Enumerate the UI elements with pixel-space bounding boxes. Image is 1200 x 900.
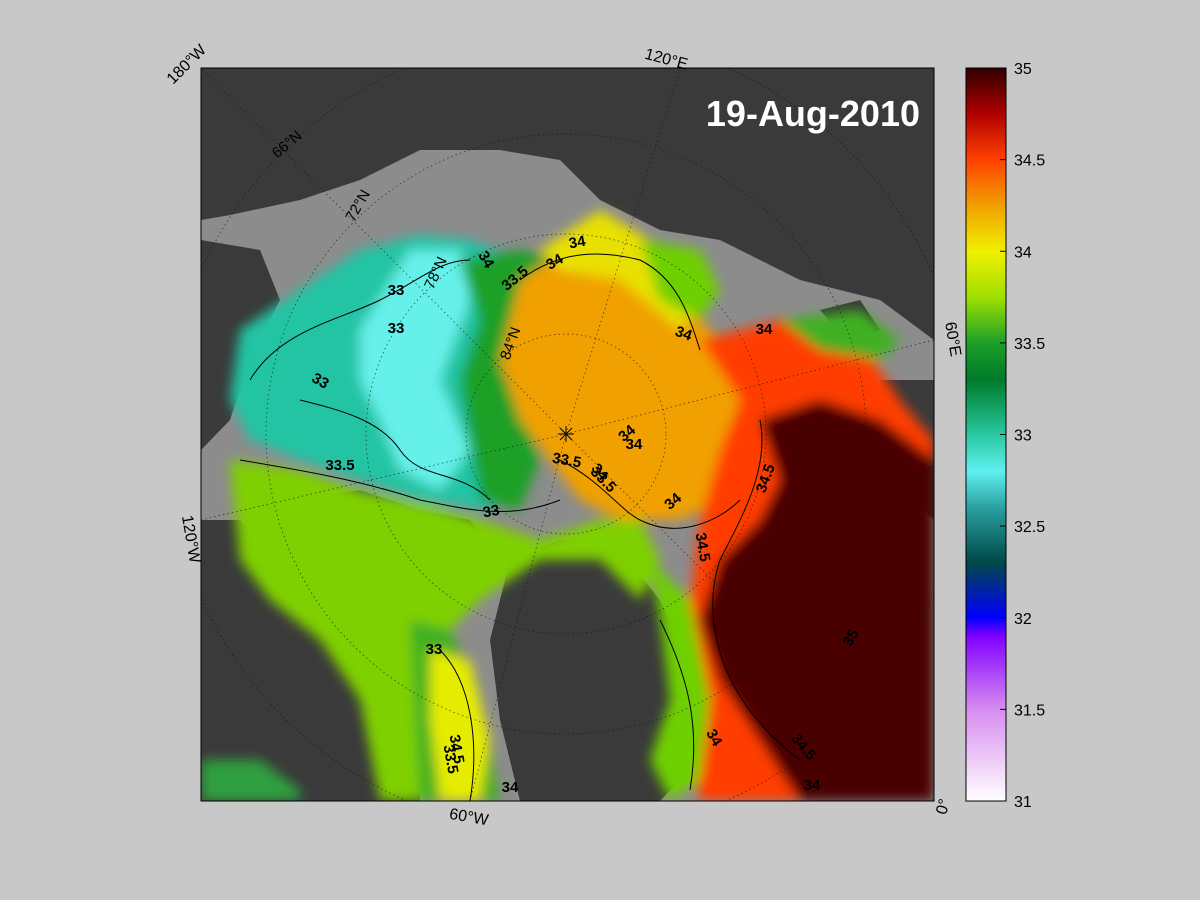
contour-34-5 (712, 419, 801, 761)
contour-label: 35 (840, 626, 863, 649)
colorbar-gradient (965, 67, 1007, 802)
date-label: 19-Aug-2010 (706, 93, 920, 134)
contour-33 (249, 259, 471, 381)
contour-label: 33 (426, 641, 443, 658)
contour-lines (239, 253, 801, 801)
chukchi-green (201, 760, 300, 801)
contour-label: 34 (502, 779, 519, 796)
contour-34-b (559, 459, 741, 529)
map-frame (200, 67, 935, 802)
contour-label: 34 (626, 436, 643, 453)
contour-label: 34.5 (446, 733, 468, 765)
contour-label: 33.5 (325, 457, 354, 474)
colorbar-tick-label: 33.5 (1014, 336, 1045, 353)
contour-label: 33.5 (440, 743, 462, 775)
laptev-green (640, 240, 720, 320)
contour-label: 34 (673, 323, 695, 345)
beaufort-core (360, 250, 470, 490)
contour-label: 34 (543, 250, 567, 273)
contour-34-c (439, 649, 475, 801)
canada-land (201, 520, 420, 801)
siberia-land (201, 68, 934, 340)
colorbar-tick-label: 33 (1014, 428, 1032, 445)
contour-label: 33 (309, 370, 332, 393)
contour-label: 34 (568, 233, 588, 253)
contour-label: 34 (804, 777, 821, 794)
salinity-field (201, 210, 934, 801)
colorbar: 35 34.5 34 33.5 33 32.5 32 31.5 31 (965, 61, 1045, 811)
contour-label: 34 (702, 726, 725, 750)
baffin-yellow (430, 650, 490, 801)
greenland-coast-green (650, 560, 710, 801)
graticule (201, 68, 934, 801)
contour-label: 33 (482, 502, 501, 522)
contour-label: 34 (756, 321, 773, 338)
colorbar-tick-label: 31.5 (1014, 702, 1045, 719)
contour-label: 33.5 (551, 450, 583, 472)
colorbar-tick-label: 35 (1014, 61, 1032, 78)
kara-coast-green (780, 310, 900, 360)
colorbar-tick-label: 32.5 (1014, 519, 1045, 536)
contour-34-d (659, 619, 695, 791)
contour-33-5 (239, 459, 561, 512)
contour-34-a (519, 253, 701, 351)
longitude-label: 60°W (448, 806, 491, 830)
atlantic-dark (700, 400, 934, 801)
contour-33-inner (299, 399, 491, 501)
colorbar-tick-label: 31 (1014, 794, 1032, 811)
colorbar-tick-label: 32 (1014, 611, 1032, 628)
contour-label: 33 (388, 282, 405, 299)
longitude-label: 120°W (178, 514, 203, 565)
colorbar-ticks: 35 34.5 34 33.5 33 32.5 32 31.5 31 (1000, 61, 1045, 811)
colorbar-tick-label: 34 (1014, 244, 1032, 261)
eurasian-basin-orange (500, 240, 760, 520)
contour-label: 33 (388, 320, 405, 337)
colorbar-tick-label: 34.5 (1014, 153, 1045, 170)
greenland-land (490, 540, 700, 801)
contour-label: 34 (474, 248, 497, 272)
longitude-label: 0° (933, 797, 953, 816)
pole-marker (558, 426, 574, 442)
contour-label: 34.5 (692, 531, 714, 563)
longitude-label: 60°E (941, 321, 964, 358)
